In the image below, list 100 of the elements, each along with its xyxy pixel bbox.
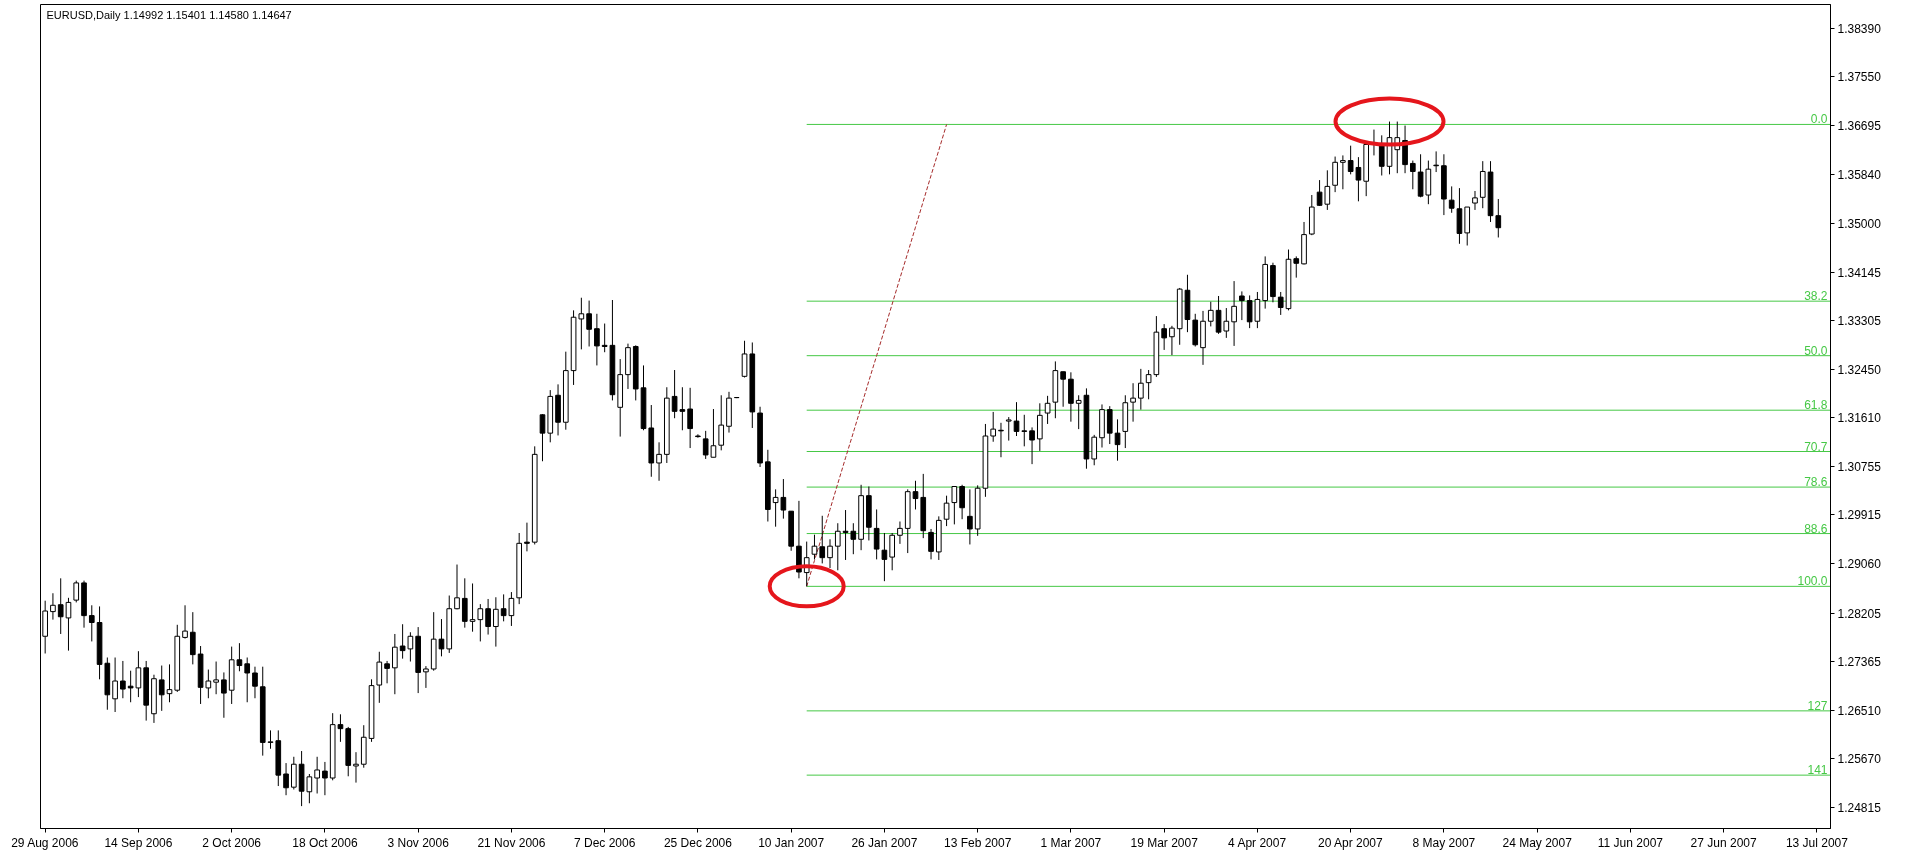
candlestick [221,671,227,719]
candlestick [1207,301,1214,327]
candlestick [959,484,965,520]
x-tick-label: 7 Dec 2006 [573,835,636,850]
candlestick [897,521,903,545]
chart-title: EURUSD,Daily 1.14992 1.15401 1.14580 1.14647 [46,8,292,21]
candlestick [1277,291,1284,316]
candlestick [1409,160,1416,190]
candlestick [461,577,468,629]
candlestick [1029,426,1035,465]
y-tick-label: 1.35000 [1837,216,1882,231]
candlestick [1091,434,1098,466]
candlestick [1036,402,1043,452]
candlestick [1145,369,1152,400]
annotation: 61.8 [1804,398,1828,413]
x-tick-label: 14 Sep 2006 [104,835,173,850]
candlestick [967,488,973,545]
x-tick-label: 13 Jul 2007 [1785,835,1849,850]
candlestick [539,413,546,462]
candlestick [1138,368,1144,411]
line-series [806,123,948,587]
candlestick [1239,290,1245,321]
x-tick-label: 11 Jun 2007 [1597,835,1664,850]
annotation: 78.6 [1804,475,1828,490]
x-tick-label: 26 Jan 2007 [851,835,918,850]
x-tick-label: 1 Mar 2007 [1040,835,1102,850]
candlestick [485,598,491,636]
y-tick-label: 1.24815 [1837,801,1882,816]
y-tick-label: 1.26510 [1837,703,1882,718]
x-tick-label: 10 Jan 2007 [758,835,825,850]
candlestick [718,394,725,451]
candlestick [213,661,219,695]
candlestick [392,633,398,695]
y-tick-label: 1.30755 [1837,460,1882,475]
candlestick [120,660,126,699]
candlestick [1332,156,1338,193]
x-tick-label: 2 Oct 2006 [202,835,262,850]
x-tick-label: 29 Aug 2006 [11,835,79,850]
candlestick [158,665,165,712]
candlestick [656,441,662,482]
candlestick [166,663,173,703]
candlestick [477,603,484,642]
candlestick [252,666,258,699]
candlestick [1060,371,1066,408]
x-tick-label: 13 Feb 2007 [943,835,1012,850]
y-tick-label: 1.32450 [1837,362,1882,377]
candlestick [353,751,359,784]
candlestick [88,604,95,642]
y-tick-label: 1.25670 [1837,751,1882,766]
y-tick-label: 1.31610 [1837,411,1882,426]
candlestick [376,651,383,704]
candlestick [384,660,390,684]
candlestick [1448,185,1455,214]
candlestick [811,534,818,560]
x-tick-label: 24 May 2007 [1502,835,1573,850]
candlestick [50,592,56,621]
candlestick [423,665,429,689]
y-tick-label: 1.28205 [1837,606,1882,621]
candlestick [493,596,499,648]
annotation: 0.0 [1810,112,1828,127]
y-tick-label: 1.35840 [1837,168,1882,183]
candlestick [1231,280,1237,347]
candlestick [889,532,896,571]
candlestick [267,729,274,750]
y-tick-label: 1.29915 [1837,508,1882,523]
candlestick [244,657,251,703]
candlestick [1021,414,1028,447]
candlestick [1013,401,1020,437]
candlestick [586,300,592,347]
candlestick [314,756,320,794]
candlestick [1044,395,1051,425]
candlestick [1472,190,1478,211]
x-tick-label: 3 Nov 2006 [387,835,450,850]
annotation: 50.0 [1804,343,1828,358]
candlestick [322,761,328,796]
x-tick-label: 8 May 2007 [1412,835,1476,850]
candlestick [951,486,958,525]
candlestick [1130,382,1136,423]
candlestick [594,313,600,366]
y-tick-label: 1.29060 [1837,557,1882,572]
x-tick-label: 19 Mar 2007 [1130,835,1199,850]
x-tick-label: 27 Jun 2007 [1690,835,1758,850]
y-tick-label: 1.36695 [1837,119,1882,134]
annotation: 100.0 [1797,574,1828,589]
candlestick [834,522,841,571]
candlestick [1161,323,1167,351]
candlestick [469,582,476,633]
candlestick [283,762,289,796]
candlestick [182,604,188,640]
y-tick-label: 1.38390 [1837,22,1882,37]
candlestick [1293,255,1300,279]
annotation: 141 [1807,763,1828,778]
candlestick [695,433,701,439]
candlestick [881,532,888,582]
candlestick [1114,418,1121,462]
candlestick [73,580,80,603]
x-tick-label: 4 Apr 2007 [1228,835,1287,850]
annotation: 127 [1807,698,1828,713]
x-tick-label: 20 Apr 2007 [1317,835,1384,850]
candlestick [1169,325,1175,356]
